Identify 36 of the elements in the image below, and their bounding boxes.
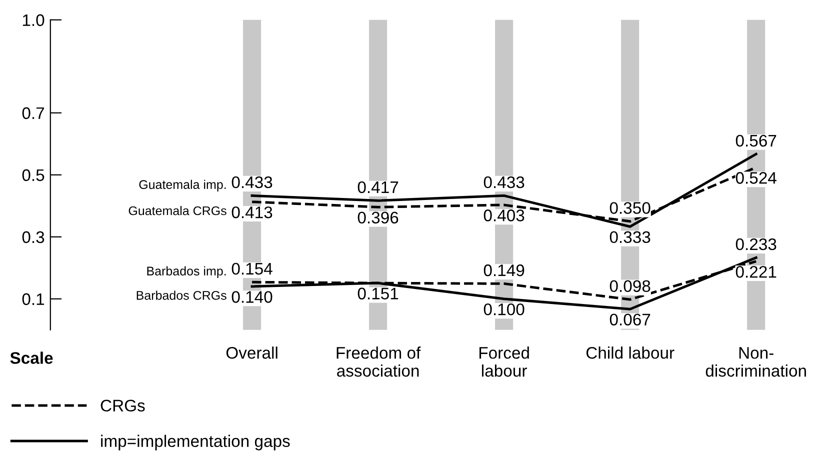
text: Scale [10,352,53,364]
x-tick-label: Forced labour [479,346,529,377]
data-label: 0.333 [610,231,650,244]
y-tick-label: 0.5 [22,169,44,182]
data-label: 0.149 [484,264,524,276]
y-tick-label: 1.0 [22,14,44,26]
text: Barbados CRGs [136,290,226,300]
data-label: 0.567 [736,134,776,147]
data-label: 0.403 [484,210,524,222]
data-label: 0.140 [232,291,272,303]
data-label: 0.413 [232,206,272,218]
data-label: 0.433 [484,176,524,188]
data-label: 0.067 [610,314,650,326]
y-tick-label: 0.3 [22,231,44,244]
x-tick-label: Child labour [586,346,674,359]
data-label: 0.417 [358,181,398,194]
data-label: 0.233 [736,238,776,250]
data-label: 0.154 [232,262,272,275]
data-label: 0.524 [736,172,776,184]
data-label: 0.151 [358,288,398,300]
data-label: 0.221 [736,266,776,278]
data-label: 0.396 [358,212,398,224]
text: imp=implementation gaps [101,434,290,450]
text: Barbados imp. [147,266,226,278]
data-label: 0.098 [610,280,650,292]
data-label: 0.350 [610,202,650,214]
x-tick-label: Freedom of association [336,346,421,377]
x-tick-label: Overall [226,346,278,359]
text: Guatemala CRGs [128,206,226,216]
x-tick-label: Non- discrimination [706,347,806,377]
data-label: 0.100 [484,303,524,316]
text: Guatemala imp. [139,180,226,192]
y-tick-label: 0.1 [22,293,44,306]
text: CRGs [100,400,145,412]
data-label: 0.433 [232,176,272,188]
y-tick-label: 0.7 [22,107,44,120]
